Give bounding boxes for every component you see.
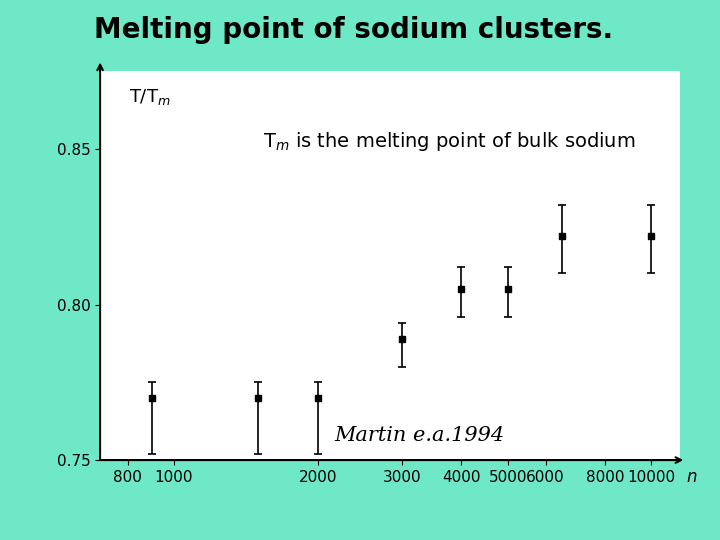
Text: T/T$_m$: T/T$_m$ bbox=[129, 87, 171, 107]
Text: Martin e.a.1994: Martin e.a.1994 bbox=[334, 426, 504, 444]
Text: T$_m$ is the melting point of bulk sodium: T$_m$ is the melting point of bulk sodiu… bbox=[263, 130, 635, 153]
Text: Melting point of sodium clusters.: Melting point of sodium clusters. bbox=[94, 16, 613, 44]
Text: n: n bbox=[686, 468, 697, 486]
